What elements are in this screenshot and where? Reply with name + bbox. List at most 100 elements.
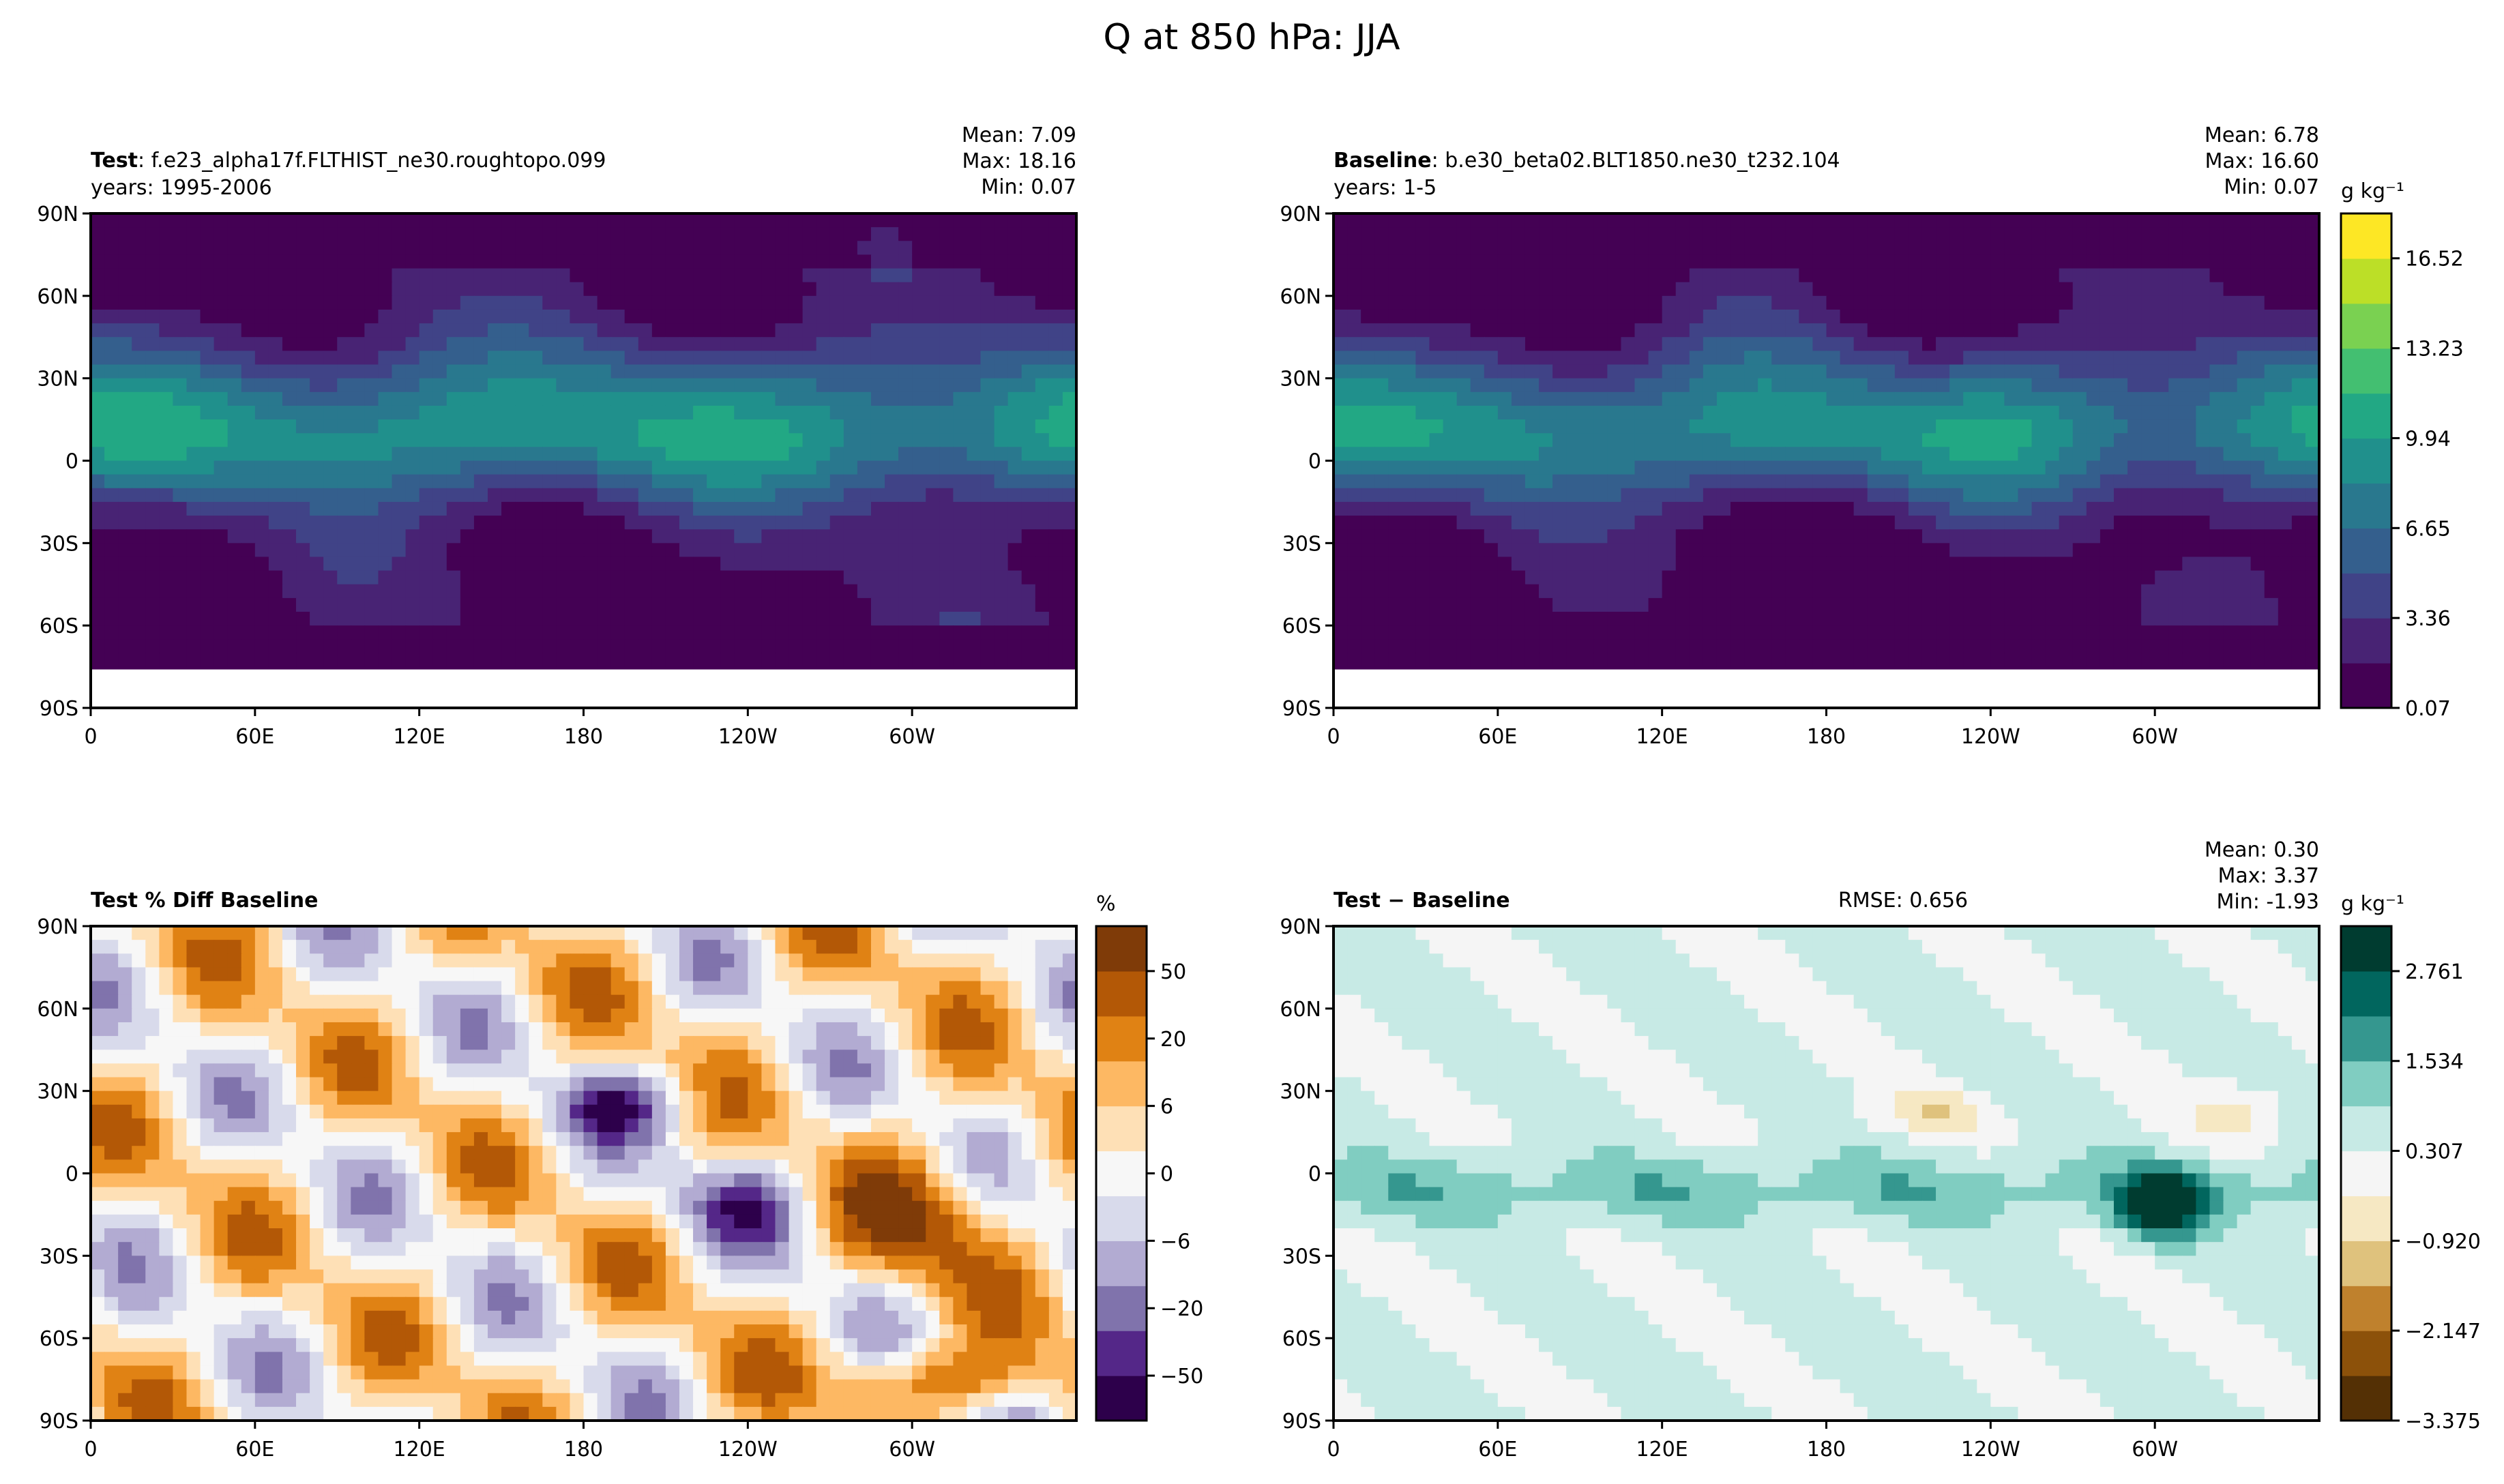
field-cell — [1758, 337, 1772, 351]
field-cell — [2032, 598, 2046, 612]
field-cell — [310, 323, 324, 338]
field-cell — [1812, 475, 1827, 489]
field-cell — [1552, 639, 1567, 653]
field-cell — [1443, 598, 1458, 612]
field-cell — [2046, 571, 2060, 585]
field-cell — [803, 269, 817, 283]
field-cell — [2004, 365, 2018, 379]
field-cell — [2114, 269, 2128, 283]
field-cell — [1922, 282, 1936, 297]
field-cell — [720, 296, 735, 310]
field-cell — [447, 529, 461, 544]
field-cell — [1909, 612, 1923, 626]
field-cell — [351, 447, 365, 461]
field-cell — [2087, 447, 2101, 461]
field-cell — [310, 475, 324, 489]
field-cell — [926, 282, 940, 297]
field-cell — [2141, 419, 2155, 434]
field-cell — [433, 571, 447, 585]
field-cell — [570, 529, 584, 544]
field-cell — [1334, 625, 1348, 640]
field-cell — [1361, 625, 1375, 640]
field-cell — [1662, 625, 1677, 640]
field-cell — [830, 269, 844, 283]
lat-tick-label: 0 — [65, 450, 78, 474]
field-cell — [1022, 282, 1036, 297]
field-cell — [2182, 475, 2196, 489]
field-cell — [1388, 269, 1402, 283]
field-cell — [1936, 310, 1950, 324]
field-cell — [1035, 516, 1050, 530]
field-cell — [1840, 543, 1855, 557]
field-cell — [1785, 543, 1799, 557]
field-cell — [1415, 392, 1430, 406]
field-cell — [296, 269, 310, 283]
field-cell — [2196, 419, 2210, 434]
field-cell — [1635, 529, 1649, 544]
field-cell — [214, 282, 229, 297]
field-cell — [1909, 571, 1923, 585]
field-cell — [186, 392, 201, 406]
field-cell — [2141, 379, 2155, 393]
field-cell — [926, 351, 940, 365]
field-cell — [378, 598, 392, 612]
field-cell — [1443, 323, 1458, 338]
field-cell — [1471, 543, 1485, 557]
field-cell — [1512, 310, 1526, 324]
field-cell — [1949, 310, 1964, 324]
field-cell — [666, 516, 680, 530]
field-cell — [2196, 584, 2210, 599]
field-cell — [542, 433, 557, 447]
field-cell — [2237, 571, 2252, 585]
field-cell — [638, 653, 653, 667]
field-cell — [296, 419, 310, 434]
field-cell — [1580, 323, 1594, 338]
field-cell — [364, 379, 379, 393]
field-cell — [1662, 310, 1677, 324]
field-cell — [310, 571, 324, 585]
field-cell — [816, 571, 831, 585]
field-cell — [995, 269, 1009, 283]
field-cell — [419, 516, 434, 530]
field-cell — [1334, 488, 1348, 503]
field-cell — [2182, 337, 2196, 351]
field-cell — [529, 282, 543, 297]
field-cell — [1525, 269, 1540, 283]
field-cell — [419, 612, 434, 626]
field-cell — [1049, 379, 1063, 393]
field-cell — [1443, 543, 1458, 557]
field-cell — [707, 571, 721, 585]
field-cell — [91, 241, 105, 255]
field-cell — [186, 419, 201, 434]
field-cell — [542, 475, 557, 489]
field-cell — [1388, 379, 1402, 393]
field-cell — [419, 447, 434, 461]
field-cell — [1977, 351, 1991, 365]
field-cell — [1022, 488, 1036, 503]
field-cell — [1484, 379, 1499, 393]
field-cell — [474, 639, 488, 653]
field-cell — [1635, 488, 1649, 503]
field-cell — [1963, 598, 1977, 612]
field-cell — [1593, 598, 1608, 612]
field-cell — [488, 254, 502, 269]
field-cell — [2209, 639, 2224, 653]
field-cell — [145, 269, 160, 283]
field-cell — [2018, 433, 2032, 447]
field-cell — [720, 516, 735, 530]
field-cell — [912, 653, 926, 667]
field-cell — [1607, 419, 1621, 434]
field-cell — [638, 625, 653, 640]
field-cell — [1949, 447, 1964, 461]
field-cell — [830, 653, 844, 667]
field-cell — [228, 653, 242, 667]
field-cell — [145, 529, 160, 544]
field-cell — [2265, 529, 2279, 544]
field-cell — [1690, 365, 1704, 379]
field-cell — [995, 598, 1009, 612]
field-cell — [173, 502, 187, 516]
field-cell — [1334, 227, 1348, 241]
field-cell — [406, 529, 420, 544]
field-cell — [1361, 433, 1375, 447]
field-cell — [1621, 584, 1635, 599]
